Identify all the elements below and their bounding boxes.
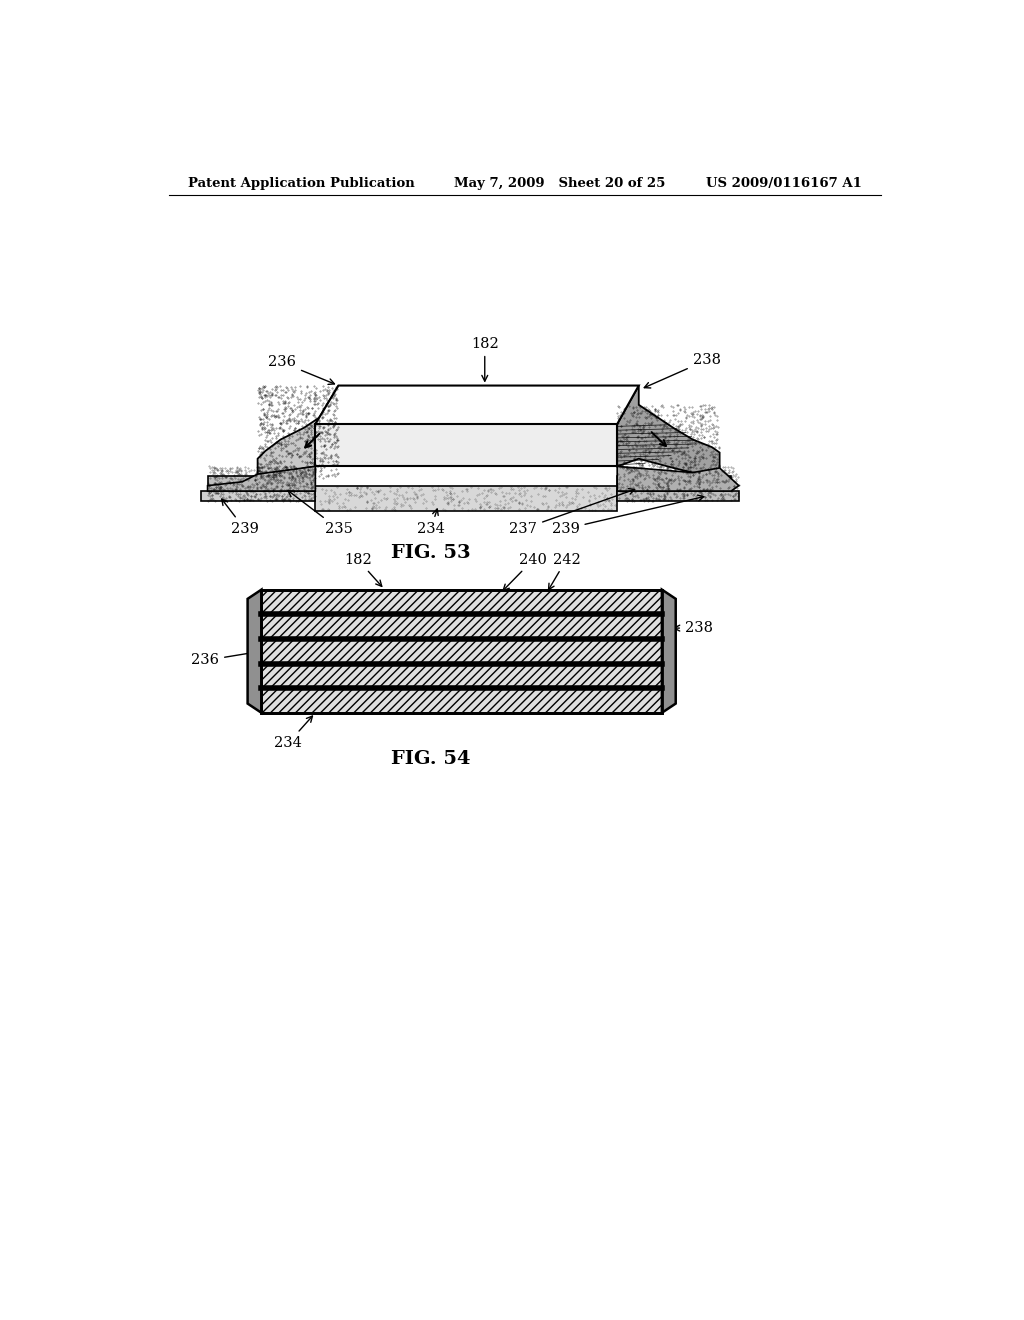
Polygon shape — [248, 590, 261, 713]
Polygon shape — [258, 385, 339, 478]
Polygon shape — [208, 466, 315, 491]
Polygon shape — [617, 466, 739, 491]
Polygon shape — [315, 424, 617, 466]
Text: FIG. 54: FIG. 54 — [391, 750, 471, 768]
Text: 236: 236 — [191, 649, 257, 668]
Polygon shape — [315, 486, 617, 511]
Text: 238: 238 — [674, 622, 713, 635]
Text: 238: 238 — [644, 354, 721, 388]
Text: 234: 234 — [417, 510, 444, 536]
Text: 182: 182 — [344, 553, 382, 586]
Text: FIG. 53: FIG. 53 — [391, 544, 471, 561]
Text: 237: 237 — [509, 488, 635, 536]
Text: 239: 239 — [552, 495, 703, 536]
Polygon shape — [617, 477, 731, 486]
Text: US 2009/0116167 A1: US 2009/0116167 A1 — [707, 177, 862, 190]
Polygon shape — [617, 491, 739, 502]
Text: 182: 182 — [471, 337, 499, 381]
Text: Patent Application Publication: Patent Application Publication — [188, 177, 415, 190]
Text: 234: 234 — [274, 715, 312, 750]
Polygon shape — [261, 590, 662, 713]
Text: May 7, 2009   Sheet 20 of 25: May 7, 2009 Sheet 20 of 25 — [454, 177, 666, 190]
Polygon shape — [202, 491, 315, 502]
Text: 242: 242 — [549, 553, 581, 590]
Text: 235: 235 — [288, 491, 352, 536]
Polygon shape — [208, 477, 315, 486]
Text: 239: 239 — [222, 499, 258, 536]
Polygon shape — [617, 385, 720, 474]
Polygon shape — [662, 590, 676, 713]
Text: 236: 236 — [268, 355, 335, 384]
Text: 240: 240 — [503, 553, 547, 590]
Polygon shape — [315, 385, 639, 424]
